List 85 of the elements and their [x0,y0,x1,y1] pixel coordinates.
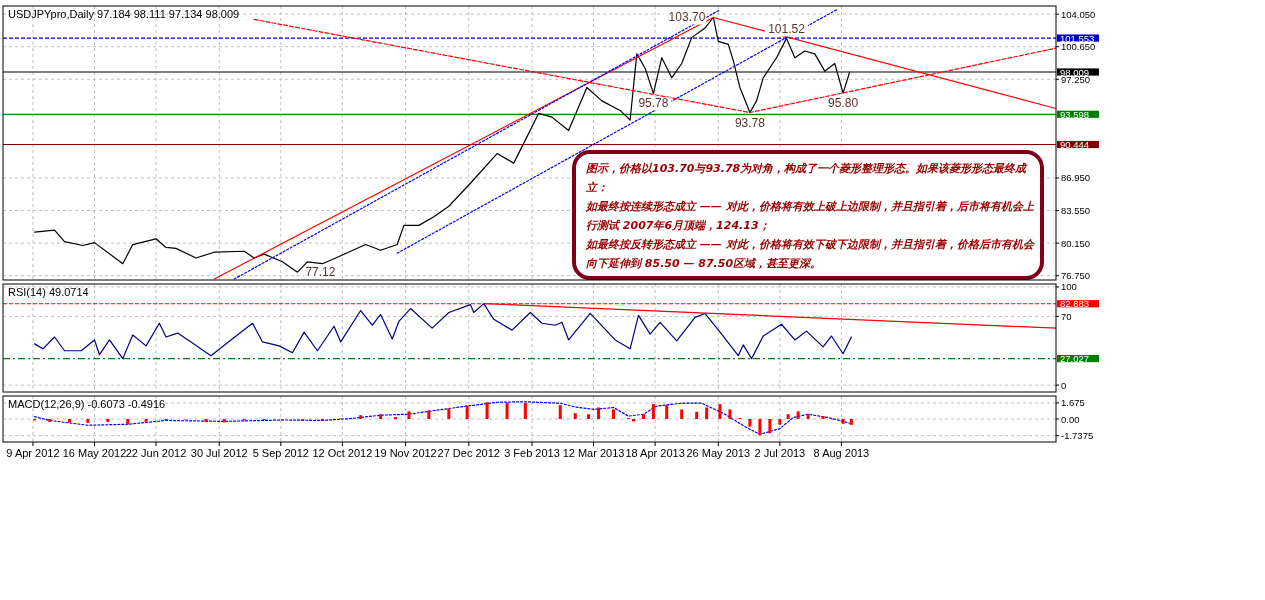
annotation: 95.80 [828,96,859,111]
annotation: 93.78 [734,115,766,130]
y-tick-label: 80.150 [1061,237,1091,249]
bar [106,419,110,422]
x-tick-label: 12 Oct 2012 [312,447,373,459]
bar [849,419,853,425]
line-series [34,303,852,360]
bar [587,414,591,419]
annotation: 103.70 [668,10,706,25]
bar [680,409,684,419]
bar [718,404,722,419]
bar [48,419,52,422]
y-tick-label: 70 [1061,310,1072,322]
bar [651,404,655,419]
chart-title: RSI(14) 49.0714 [8,286,89,298]
bar [796,411,800,419]
bar [447,408,451,419]
chart-title: USDJPYpro,Daily 97.184 98.111 97.134 98.009 [8,8,240,20]
ref-line-label: 98.009 [1060,66,1090,78]
y-tick-label: 104.050 [1061,8,1096,20]
bar [728,409,732,419]
bar [222,419,226,423]
bar [523,402,527,419]
ref-line-label: 101.553 [1060,32,1095,44]
annotation: 95.78 [638,96,669,111]
x-tick-label: 3 Feb 2013 [504,447,560,459]
y-tick-label: 0 [1061,379,1067,391]
ref-line-label: 27.027 [1060,353,1090,365]
annotation: 77.12 [305,265,336,280]
x-tick-label: 5 Sep 2012 [252,447,309,459]
bar [641,414,645,419]
bar [505,402,509,419]
x-tick-label: 22 Jun 2012 [125,447,187,459]
x-tick-label: 30 Jul 2012 [190,447,248,459]
x-tick-label: 26 May 2013 [686,447,751,459]
annotation: 如最终按反转形态成立 —— 对此，价格将有效下破下边限制，并且指引着，价格后市有机会向下延伸到 85.50 — 87.50区域，甚至更深。 [586,237,1036,272]
bar [86,419,90,423]
x-tick-label: 8 Aug 2013 [813,447,870,459]
y-tick-label: 100.650 [1061,41,1096,53]
bar [407,411,411,419]
bar [485,402,489,419]
x-tick-label: 12 Mar 2013 [562,447,625,459]
bar [68,419,72,423]
y-tick-label: 83.550 [1061,205,1091,217]
annotation: 如最终按连续形态成立 —— 对此，价格将有效上破上边限制，并且指引着，后市将有机会上行测试 2007年6月顶端，124.13； [586,199,1035,234]
bar [705,407,709,419]
bar [427,410,431,419]
bar [144,419,148,422]
bar [558,405,562,419]
bar [665,405,669,419]
y-tick-label: 86.950 [1061,172,1091,184]
x-tick-label: 27 Dec 2012 [437,447,500,459]
annotation: 101.52 [768,22,806,37]
ref-line-label: 93.598 [1060,108,1090,120]
bar [573,413,577,419]
bar [465,405,469,419]
ref-line-label: 90.444 [1060,138,1090,150]
y-tick-label: 100 [1061,281,1077,293]
bar [841,419,845,424]
bar [778,419,782,425]
bar [379,414,383,419]
chart-title: MACD(12,26,9) -0.6073 -0.4916 [8,398,166,410]
x-tick-label: 2 Jul 2013 [754,447,806,459]
bar [758,419,762,436]
bar [786,414,790,419]
bar [768,419,772,434]
y-tick-label: 76.750 [1061,270,1091,282]
x-tick-label: 19 Nov 2012 [374,447,437,459]
annotation: 图示，价格以103.70与93.78为对角，构成了一个菱形整理形态。如果该菱形形态最终成立： [586,161,1029,196]
y-tick-label: -1.7375 [1061,430,1094,442]
bar [612,409,616,419]
x-tick-label: 18 Apr 2013 [625,447,685,459]
y-tick-label: 1.675 [1061,397,1085,409]
x-tick-label: 16 May 2012 [62,447,127,459]
bar [806,414,810,419]
bar [359,415,363,419]
y-tick-label: 0.00 [1061,413,1080,425]
bar [204,419,208,422]
bar [126,419,130,425]
bar [597,407,601,419]
x-tick-label: 9 Apr 2012 [6,447,60,459]
bar [695,411,699,419]
bar [748,419,752,427]
ref-line-label: 82.883 [1060,298,1090,310]
bar [821,416,825,419]
